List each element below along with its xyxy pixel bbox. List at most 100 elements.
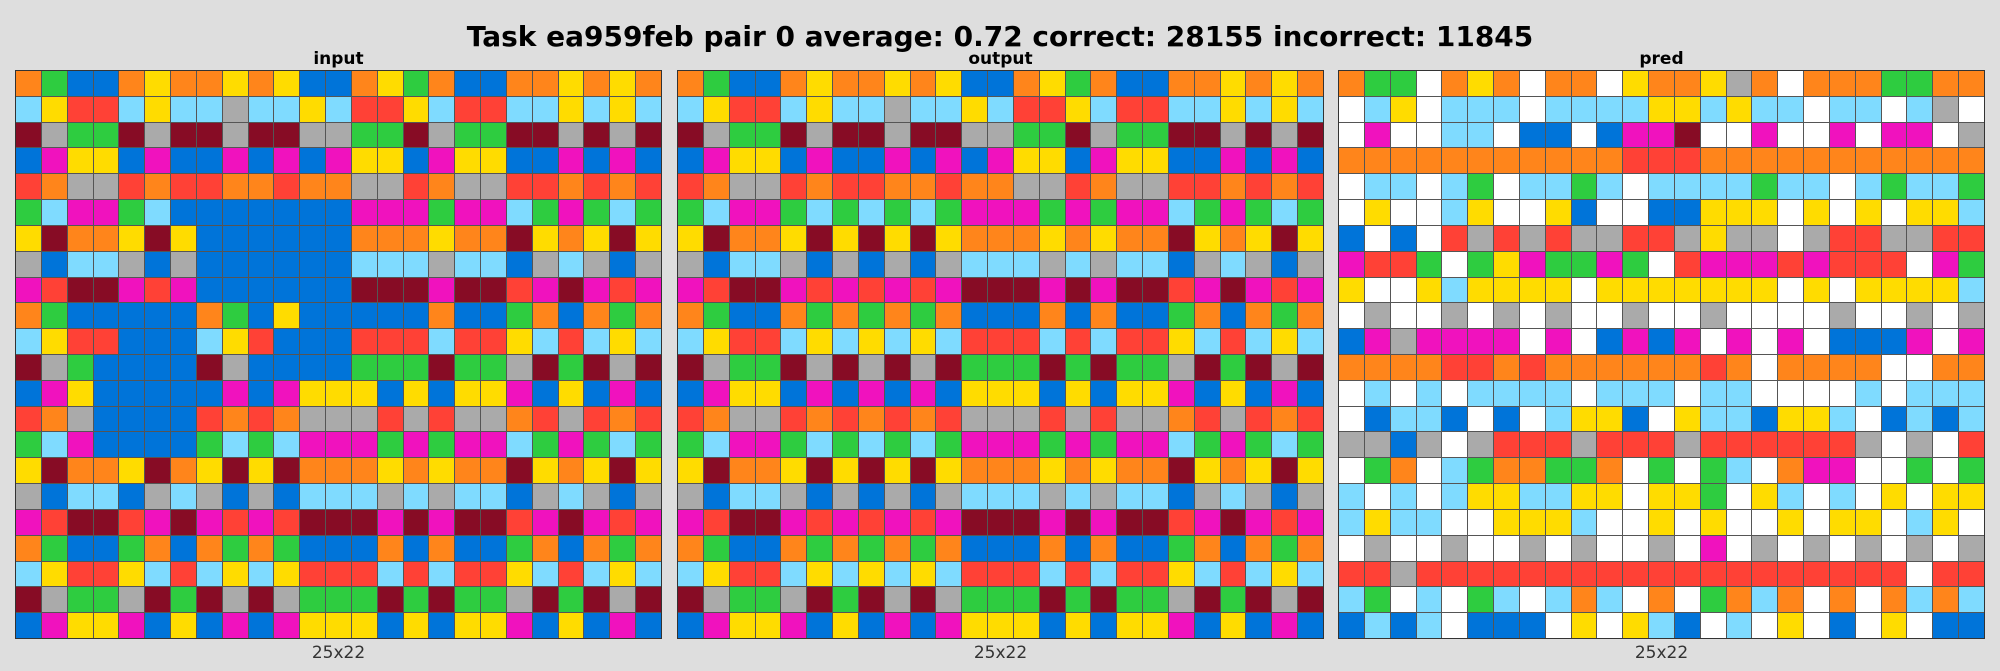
grid-cell — [558, 277, 584, 303]
grid-cell — [119, 458, 145, 484]
grid-cell — [833, 148, 858, 174]
grid-cell — [1959, 535, 1984, 561]
grid-cell — [1571, 122, 1597, 148]
grid-cell — [532, 432, 558, 458]
grid-cell — [1855, 225, 1881, 251]
grid-cell — [858, 96, 884, 122]
grid-cell — [1390, 613, 1416, 638]
grid-cell — [1416, 613, 1442, 638]
grid-cell — [636, 303, 661, 329]
grid-cell — [429, 174, 455, 200]
grid-cell — [1649, 561, 1674, 587]
grid-cell — [1623, 122, 1649, 148]
grid-cell — [506, 303, 532, 329]
grid-cell — [1091, 484, 1117, 509]
grid-cell — [884, 406, 910, 432]
grid-cell — [1065, 355, 1091, 380]
grid-cell — [910, 96, 936, 122]
grid-cell — [1039, 613, 1065, 638]
grid-cell — [506, 71, 532, 96]
grid-cell — [988, 329, 1013, 354]
grid-cell — [1571, 432, 1597, 458]
grid-cell — [781, 355, 807, 380]
grid-cell — [1804, 613, 1829, 638]
grid-cell — [610, 509, 636, 535]
grid-cell — [196, 561, 222, 587]
grid-cell — [41, 458, 67, 484]
grid-cell — [300, 355, 326, 380]
grid-cell — [1623, 200, 1649, 225]
grid-cell — [1013, 122, 1039, 148]
grid-cell — [1039, 200, 1065, 225]
grid-cell — [1390, 225, 1416, 251]
grid-cell — [962, 303, 988, 329]
grid-cell — [962, 432, 988, 458]
grid-cell — [1298, 458, 1323, 484]
grid-cell — [1390, 484, 1416, 509]
grid-cell — [1649, 96, 1674, 122]
grid-cell — [1649, 71, 1674, 96]
grid-cell — [481, 561, 506, 587]
grid-cell — [119, 174, 145, 200]
grid-cell — [1168, 587, 1194, 613]
grid-cell — [1364, 277, 1390, 303]
grid-cell — [1117, 406, 1143, 432]
grid-cell — [248, 561, 274, 587]
grid-cell — [196, 484, 222, 509]
grid-cell — [196, 251, 222, 277]
grid-cell — [988, 71, 1013, 96]
grid-cell — [1364, 355, 1390, 380]
grid-cell — [1907, 148, 1933, 174]
grid-cell — [16, 613, 41, 638]
grid-cell — [1959, 148, 1984, 174]
grid-cell — [1494, 432, 1519, 458]
grid-cell — [962, 251, 988, 277]
pred-grid — [1338, 70, 1985, 639]
grid-cell — [678, 484, 703, 509]
grid-cell — [1829, 96, 1855, 122]
grid-cell — [403, 200, 429, 225]
grid-cell — [1700, 148, 1726, 174]
grid-cell — [1907, 406, 1933, 432]
grid-cell — [610, 587, 636, 613]
grid-cell — [584, 561, 610, 587]
grid-cell — [1545, 277, 1571, 303]
grid-cell — [807, 561, 833, 587]
grid-cell — [41, 587, 67, 613]
grid-cell — [1674, 406, 1700, 432]
grid-cell — [1065, 380, 1091, 406]
grid-cell — [1194, 380, 1220, 406]
grid-cell — [222, 355, 248, 380]
grid-cell — [196, 277, 222, 303]
grid-cell — [403, 380, 429, 406]
grid-cell — [67, 251, 93, 277]
grid-cell — [1649, 484, 1674, 509]
grid-cell — [584, 432, 610, 458]
grid-cell — [1674, 71, 1700, 96]
grid-cell — [377, 484, 403, 509]
grid-cell — [1468, 251, 1494, 277]
grid-cell — [910, 71, 936, 96]
grid-cell — [1298, 96, 1323, 122]
grid-cell — [1364, 432, 1390, 458]
grid-cell — [936, 587, 962, 613]
grid-cell — [1519, 432, 1545, 458]
grid-cell — [988, 277, 1013, 303]
grid-cell — [455, 329, 481, 354]
grid-cell — [1752, 535, 1778, 561]
grid-cell — [67, 122, 93, 148]
grid-cell — [988, 509, 1013, 535]
grid-cell — [377, 355, 403, 380]
grid-cell — [16, 174, 41, 200]
grid-cell — [1933, 122, 1959, 148]
grid-cell — [1168, 561, 1194, 587]
grid-cell — [703, 535, 729, 561]
grid-cell — [1881, 329, 1907, 354]
grid-cell — [1272, 509, 1298, 535]
grid-cell — [703, 587, 729, 613]
grid-cell — [1246, 329, 1272, 354]
grid-cell — [1778, 587, 1804, 613]
grid-cell — [403, 484, 429, 509]
grid-cell — [196, 148, 222, 174]
grid-cell — [781, 122, 807, 148]
